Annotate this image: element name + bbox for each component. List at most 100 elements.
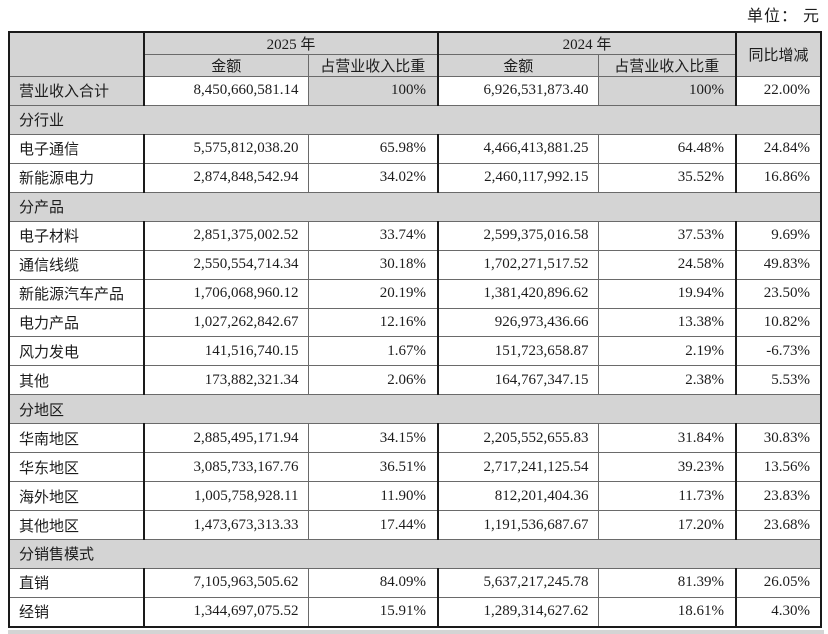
yoy-change: 23.83% — [735, 481, 822, 512]
unit-label: 单位： 元 — [746, 8, 820, 25]
row-label: 新能源电力 — [8, 162, 145, 193]
yoy-change: 9.69% — [735, 220, 822, 251]
yoy-change: 5.53% — [735, 365, 822, 396]
ratio-2025: 1.67% — [307, 336, 439, 367]
row-label: 电子材料 — [8, 220, 145, 251]
amount-2025: 1,344,697,075.52 — [143, 596, 309, 628]
row-label: 直销 — [8, 567, 145, 598]
ratio-2025: 65.98% — [307, 133, 439, 164]
amount-2025: 3,085,733,167.76 — [143, 452, 309, 483]
amount-2024: 5,637,217,245.78 — [437, 567, 599, 598]
row-label: 海外地区 — [8, 481, 145, 512]
row-label: 经销 — [8, 596, 145, 628]
ratio-2024: 64.48% — [597, 133, 737, 164]
ratio-2025: 20.19% — [307, 278, 439, 309]
section-row: 分地区 — [8, 394, 822, 425]
amount-2024: 926,973,436.66 — [437, 307, 599, 338]
amount-2024: 2,599,375,016.58 — [437, 220, 599, 251]
header-empty-cell — [8, 31, 145, 77]
amount-2025: 1,027,262,842.67 — [143, 307, 309, 338]
ratio-2025: 34.15% — [307, 423, 439, 454]
yoy-change: 13.56% — [735, 452, 822, 483]
table-row: 华东地区 3,085,733,167.76 36.51% 2,717,241,125.… — [8, 452, 822, 483]
header-amount-2024: 金额 — [437, 54, 599, 77]
ratio-2024: 39.23% — [597, 452, 737, 483]
table-header: 2025 年 2024 年 同比增减 金额 占营业收入比重 金额 占营业收入比重 — [8, 31, 822, 77]
ratio-2024: 81.39% — [597, 567, 737, 598]
amount-2025: 2,885,495,171.94 — [143, 423, 309, 454]
yoy-change: 16.86% — [735, 162, 822, 193]
table-row: 经销 1,344,697,075.52 15.91% 1,289,314,627.62… — [8, 596, 822, 628]
ratio-2025: 30.18% — [307, 249, 439, 280]
yoy-change: 26.05% — [735, 567, 822, 598]
amount-2024: 2,460,117,992.15 — [437, 162, 599, 193]
amount-2024: 1,289,314,627.62 — [437, 596, 599, 628]
row-label: 电子通信 — [8, 133, 145, 164]
table-row: 海外地区 1,005,758,928.11 11.90% 812,201,404.36… — [8, 481, 822, 512]
ratio-2024: 35.52% — [597, 162, 737, 193]
ratio-2025: 34.02% — [307, 162, 439, 193]
ratio-2024: 13.38% — [597, 307, 737, 338]
ratio-2025: 12.16% — [307, 307, 439, 338]
ratio-2024: 100% — [597, 76, 737, 106]
ratio-2024: 11.73% — [597, 481, 737, 512]
amount-2025: 1,706,068,960.12 — [143, 278, 309, 309]
row-label: 华东地区 — [8, 452, 145, 483]
section-row: 分产品 — [8, 191, 822, 222]
amount-2024: 1,381,420,896.62 — [437, 278, 599, 309]
amount-2025: 2,851,375,002.52 — [143, 220, 309, 251]
table-row: 营业收入合计 8,450,660,581.14 100% 6,926,531,873.… — [8, 76, 822, 106]
header-ratio-2025: 占营业收入比重 — [307, 54, 439, 77]
amount-2024: 1,702,271,517.52 — [437, 249, 599, 280]
row-label: 其他地区 — [8, 510, 145, 540]
row-label: 华南地区 — [8, 423, 145, 454]
amount-2025: 1,005,758,928.11 — [143, 481, 309, 512]
ratio-2025: 2.06% — [307, 365, 439, 396]
header-amount-2025: 金额 — [143, 54, 309, 77]
amount-2024: 164,767,347.15 — [437, 365, 599, 396]
ratio-2024: 37.53% — [597, 220, 737, 251]
amount-2024: 151,723,658.87 — [437, 336, 599, 367]
row-label: 电力产品 — [8, 307, 145, 338]
section-title: 分行业 — [8, 104, 822, 135]
amount-2024: 812,201,404.36 — [437, 481, 599, 512]
row-label: 其他 — [8, 365, 145, 396]
section-title: 分产品 — [8, 191, 822, 222]
ratio-2025: 100% — [307, 76, 439, 106]
amount-2024: 1,191,536,687.67 — [437, 510, 599, 540]
table-row: 通信线缆 2,550,554,714.34 30.18% 1,702,271,517.… — [8, 249, 822, 280]
ratio-2025: 84.09% — [307, 567, 439, 598]
ratio-2025: 36.51% — [307, 452, 439, 483]
amount-2025: 5,575,812,038.20 — [143, 133, 309, 164]
section-row: 分销售模式 — [8, 539, 822, 569]
ratio-2024: 17.20% — [597, 510, 737, 540]
table-row: 华南地区 2,885,495,171.94 34.15% 2,205,552,655.… — [8, 423, 822, 454]
ratio-2025: 17.44% — [307, 510, 439, 540]
table-body: 营业收入合计 8,450,660,581.14 100% 6,926,531,873.… — [8, 76, 822, 628]
amount-2025: 8,450,660,581.14 — [143, 76, 309, 106]
header-row-years: 2025 年 2024 年 同比增减 — [8, 31, 822, 77]
clipped-next-row-strip — [8, 630, 824, 634]
yoy-change: 23.50% — [735, 278, 822, 309]
ratio-2024: 24.58% — [597, 249, 737, 280]
amount-2025: 173,882,321.34 — [143, 365, 309, 396]
ratio-2024: 18.61% — [597, 596, 737, 628]
section-title: 分销售模式 — [8, 539, 822, 569]
amount-2025: 141,516,740.15 — [143, 336, 309, 367]
table-row: 其他地区 1,473,673,313.33 17.44% 1,191,536,687.… — [8, 510, 822, 540]
table-row: 新能源电力 2,874,848,542.94 34.02% 2,460,117,992… — [8, 162, 822, 193]
amount-2025: 7,105,963,505.62 — [143, 567, 309, 598]
table-row: 其他 173,882,321.34 2.06% 164,767,347.15 2.38%… — [8, 365, 822, 396]
yoy-change: -6.73% — [735, 336, 822, 367]
revenue-breakdown-table: 2025 年 2024 年 同比增减 金额 占营业收入比重 金额 占营业收入比重… — [8, 31, 823, 628]
amount-2025: 2,550,554,714.34 — [143, 249, 309, 280]
ratio-2024: 2.19% — [597, 336, 737, 367]
yoy-change: 4.30% — [735, 596, 822, 628]
ratio-2025: 33.74% — [307, 220, 439, 251]
ratio-2024: 31.84% — [597, 423, 737, 454]
amount-2025: 1,473,673,313.33 — [143, 510, 309, 540]
yoy-change: 49.83% — [735, 249, 822, 280]
header-year-2025: 2025 年 — [142, 31, 439, 55]
ratio-2024: 2.38% — [597, 365, 737, 396]
row-label: 风力发电 — [8, 336, 145, 367]
